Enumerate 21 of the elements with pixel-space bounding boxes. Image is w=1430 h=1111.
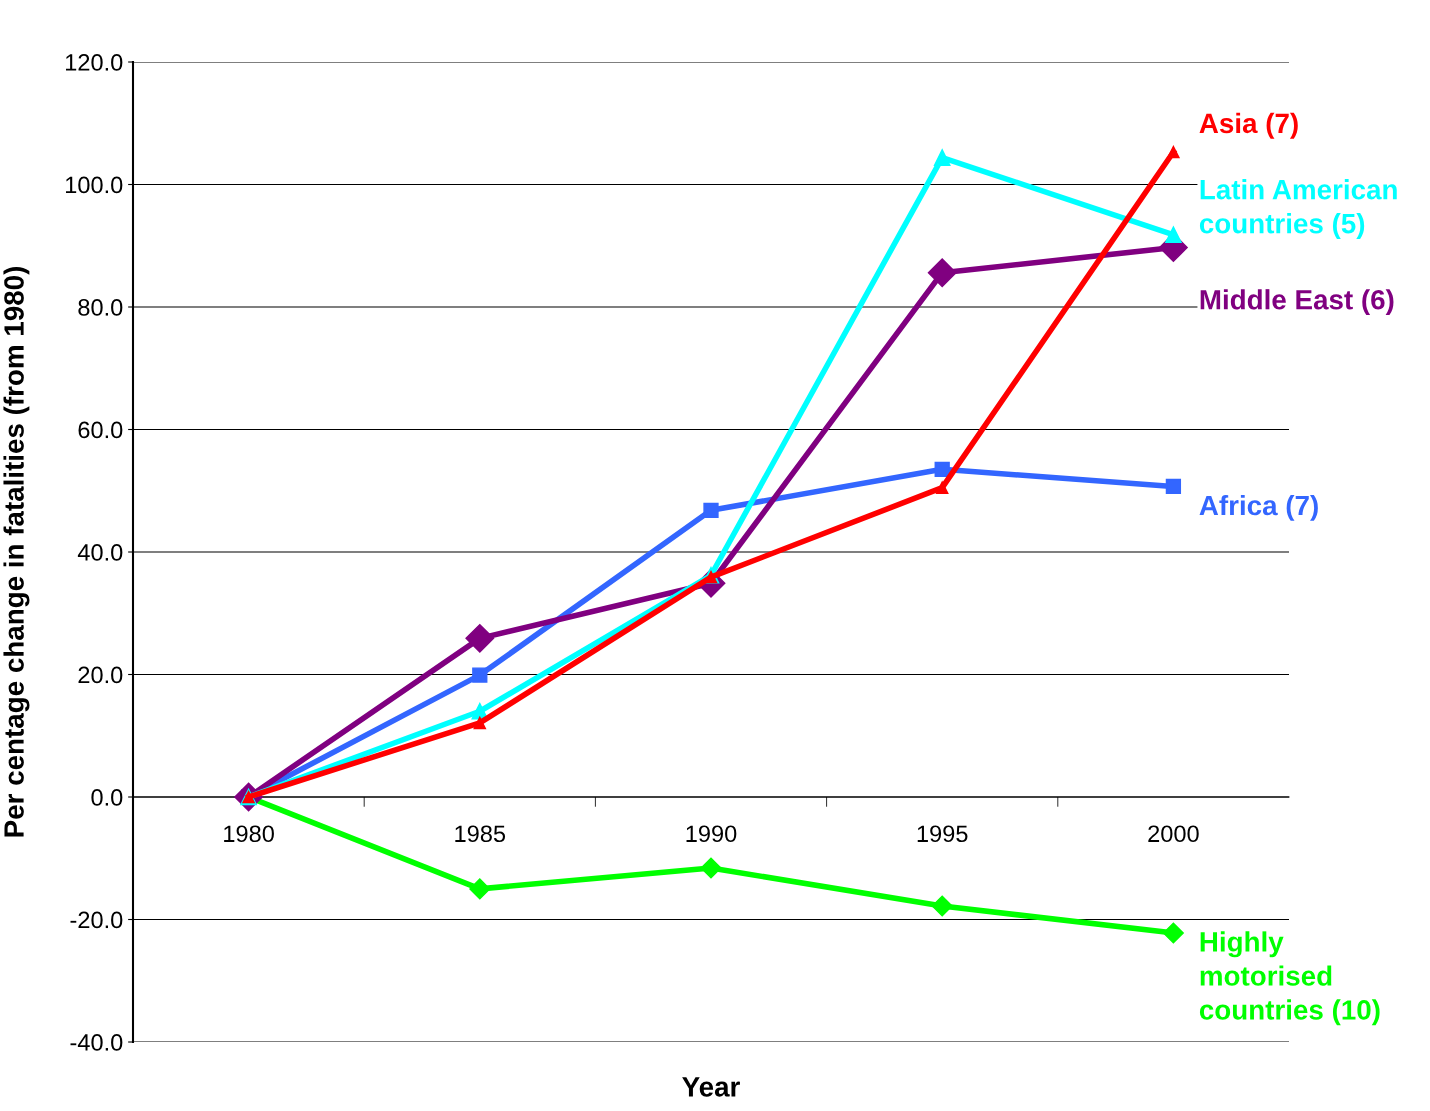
series-label: Africa (7) xyxy=(1199,494,1318,521)
y-tick-label: 80.0 xyxy=(78,299,123,316)
y-tick-label: 100.0 xyxy=(66,176,123,194)
x-tick-label: 1990 xyxy=(686,825,737,843)
series-label: Latin American countries (5) xyxy=(1199,179,1397,239)
series-label: Middle East (6) xyxy=(1200,289,1394,316)
x-tick-label: 2000 xyxy=(1148,825,1199,843)
series-label: Asia (7) xyxy=(1199,112,1298,139)
y-tick-label: 120.0 xyxy=(66,54,123,71)
y-tick-label: -20.0 xyxy=(70,911,123,929)
y-tick-label: 40.0 xyxy=(77,544,123,561)
x-tick-label: 1980 xyxy=(224,825,274,843)
y-tick-label: 20.0 xyxy=(78,666,123,684)
x-tick-label: 1995 xyxy=(917,825,968,843)
x-tick-label: 1985 xyxy=(455,825,506,843)
y-tick-label: -40.0 xyxy=(70,1034,123,1051)
x-axis-title: Year xyxy=(682,1077,740,1097)
y-tick-label: 0.0 xyxy=(91,789,123,806)
series-label: Highly motorised countries (10) xyxy=(1199,931,1380,1026)
y-tick-label: 60.0 xyxy=(78,421,123,439)
y-axis-title: Per centage change in fatalities (from 1980) xyxy=(3,267,30,837)
